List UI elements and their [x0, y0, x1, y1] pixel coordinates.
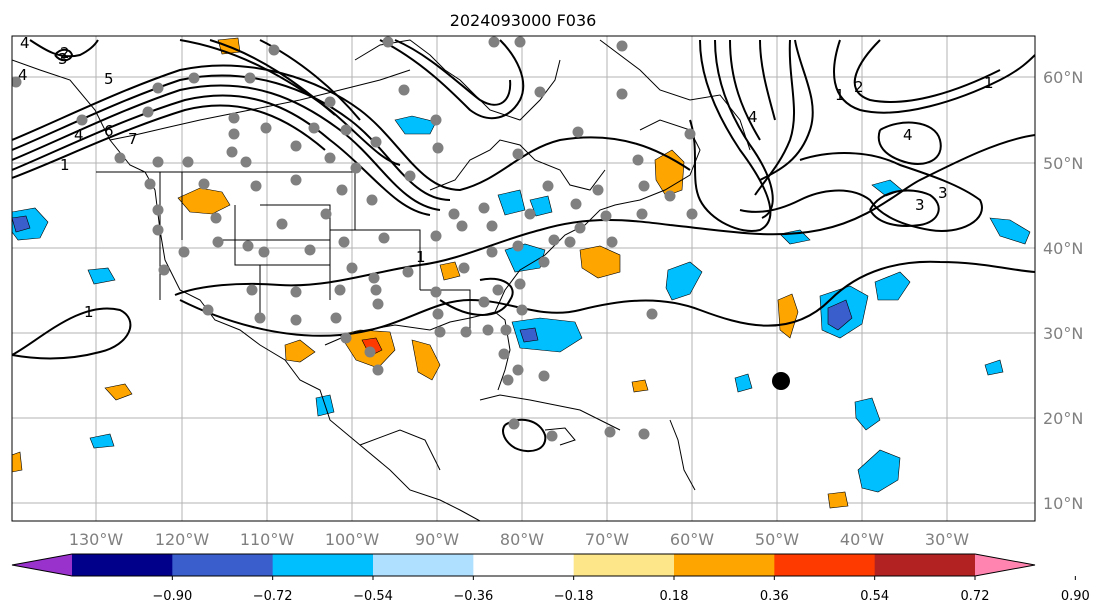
patch-orange [284, 339, 316, 363]
contour-labels: 1 1 1 2 4 3 4 5 4 6 7 1 2 3 4 1 4 3 [18, 34, 994, 321]
patch-orange [177, 187, 231, 215]
colorbar-tick-label: −0.36 [453, 589, 493, 604]
patch-orange [579, 245, 621, 279]
patch-cyan [87, 267, 116, 285]
map-panel [12, 36, 1035, 521]
colorbar-segment [172, 554, 274, 576]
contour-label: 4 [903, 126, 913, 144]
colorbar-extend-low [12, 554, 72, 576]
contour-label: 5 [104, 70, 114, 88]
lon-label: 50°W [755, 530, 799, 549]
patch-orange [631, 379, 649, 393]
patch-cyan [857, 449, 901, 493]
map-frame [11, 35, 1036, 522]
colorbar-tick-label: −0.18 [554, 589, 594, 604]
patch-cyan [89, 433, 115, 449]
contour-label: 6 [104, 122, 114, 140]
patch-blue [12, 215, 31, 233]
colorbar-tick-label: 0.36 [760, 589, 789, 604]
contour-label: 4 [20, 34, 30, 52]
patch-cyan [989, 217, 1031, 245]
patch-cyan [734, 373, 753, 393]
center-marker [772, 372, 790, 390]
contour-label: 1 [984, 74, 994, 92]
patch-orange [827, 491, 849, 509]
colorbar-tick-label: −0.72 [253, 589, 293, 604]
colorbar-segment [373, 554, 474, 576]
contour-label: 3 [938, 184, 948, 202]
contours [12, 39, 1035, 453]
colorbar [11, 553, 1036, 577]
colorbar-tick-label: −0.54 [353, 589, 393, 604]
lat-label: 40°N [1043, 239, 1083, 258]
colorbar-segment [674, 554, 775, 576]
contour-label: 7 [128, 130, 138, 148]
lat-axis: 60°N 50°N 40°N 30°N 20°N 10°N [1043, 68, 1083, 513]
coastlines [12, 39, 751, 521]
contour-label: 4 [74, 126, 84, 144]
map-title: 2024093000 F036 [450, 11, 597, 30]
patch-orange [411, 339, 441, 381]
patch-cyan [394, 115, 437, 135]
lon-label: 100°W [325, 530, 380, 549]
contour-label: 3 [915, 196, 925, 214]
colorbar-segment [573, 554, 675, 576]
patch-cyan [511, 317, 583, 353]
patch-orange [439, 261, 461, 281]
contour-label: 1 [835, 86, 845, 104]
colorbar-tick-label: 0.54 [860, 589, 889, 604]
colorbar-segment [473, 554, 575, 576]
patch-blue [827, 299, 853, 331]
colorbar-outline [11, 553, 1036, 577]
lon-label: 90°W [415, 530, 459, 549]
lon-label: 40°W [840, 530, 884, 549]
colorbar-tick-label: 0.90 [1061, 589, 1090, 604]
patch-orange [104, 383, 133, 401]
lon-label: 130°W [69, 530, 124, 549]
patch-cyan [12, 207, 49, 241]
patch-orange [12, 451, 23, 473]
colorbar-segment [874, 554, 976, 576]
patch-blue [519, 327, 539, 343]
colorbar-segment [272, 554, 374, 576]
colorbar-extend-high [975, 554, 1035, 576]
patch-cyan [665, 261, 703, 301]
lon-label: 110°W [240, 530, 295, 549]
colorbar-ticks: −0.90 −0.72 −0.54 −0.36 −0.18 0.18 0.36 0.54 0.7… [152, 576, 1090, 604]
station-dots [12, 36, 698, 442]
lon-axis: 130°W 120°W 110°W 100°W 90°W 80°W 70°W 6… [69, 530, 969, 549]
contour-label: 1 [84, 303, 94, 321]
lon-label: 60°W [670, 530, 714, 549]
colorbar-tick-label: 0.18 [660, 589, 689, 604]
lon-label: 70°W [585, 530, 629, 549]
lat-label: 20°N [1043, 409, 1083, 428]
colorbar-segment [72, 554, 173, 576]
contour-label: 3 [58, 50, 68, 68]
lat-label: 50°N [1043, 154, 1083, 173]
lat-label: 60°N [1043, 68, 1083, 87]
contour-label: 4 [748, 108, 758, 126]
lon-label: 120°W [155, 530, 210, 549]
patch-cyan [984, 359, 1004, 376]
contour-label: 4 [18, 66, 28, 84]
shaded-field [12, 37, 1031, 509]
lon-label: 80°W [500, 530, 544, 549]
colorbar-segment [774, 554, 876, 576]
colorbar-tick-label: 0.72 [961, 589, 990, 604]
colorbar-tick-label: −0.90 [152, 589, 192, 604]
contour-label: 1 [416, 248, 426, 266]
contour-label: 2 [60, 44, 70, 62]
patch-cyan [854, 397, 881, 431]
lat-label: 10°N [1043, 494, 1083, 513]
lon-label: 30°W [925, 530, 969, 549]
patch-cyan [497, 189, 526, 216]
lat-label: 30°N [1043, 324, 1083, 343]
contour-label: 1 [60, 156, 70, 174]
contour-label: 2 [854, 78, 864, 96]
patch-cyan [874, 271, 911, 301]
